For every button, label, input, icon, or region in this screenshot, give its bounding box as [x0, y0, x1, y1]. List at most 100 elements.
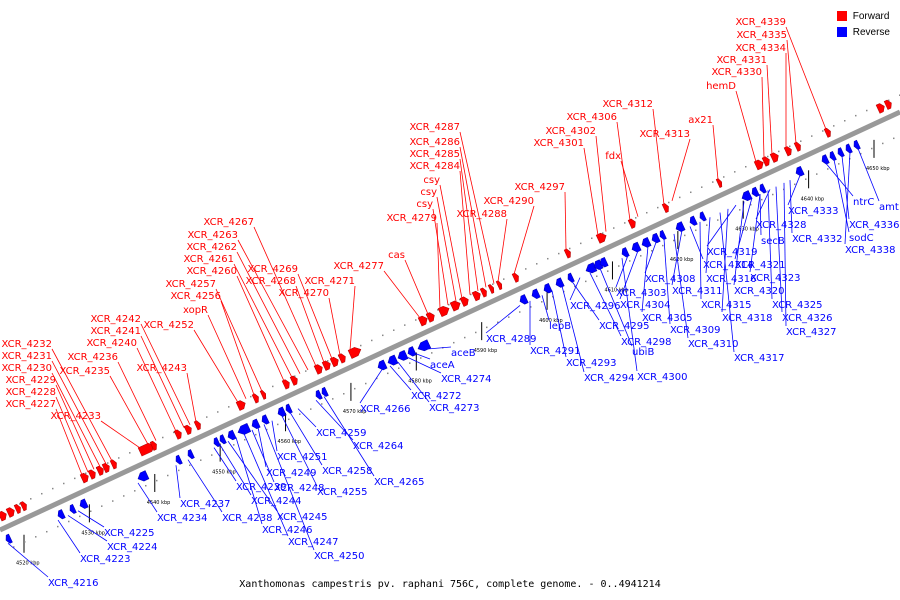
forward-gene-arrow[interactable] [511, 272, 520, 283]
forward-gene-arrow[interactable] [109, 459, 118, 470]
reverse-gene-label[interactable]: XCR_4225 [104, 528, 155, 539]
forward-gene-label[interactable]: XCR_4243 [136, 363, 187, 374]
reverse-gene-label[interactable]: XCR_4223 [80, 554, 131, 565]
forward-gene-label[interactable]: XCR_4284 [409, 161, 460, 172]
reverse-gene-label[interactable]: XCR_4304 [620, 300, 671, 311]
forward-gene-arrow[interactable] [459, 295, 470, 307]
reverse-gene-label[interactable]: XCR_4259 [316, 428, 367, 439]
reverse-gene-label[interactable]: XCR_4317 [734, 353, 785, 364]
reverse-gene-arrow[interactable] [284, 403, 293, 414]
reverse-gene-label[interactable]: XCR_4291 [530, 346, 581, 357]
reverse-gene-label[interactable]: XCR_4333 [788, 206, 839, 217]
reverse-gene-label[interactable]: sodC [849, 233, 874, 244]
forward-gene-label[interactable]: XCR_4334 [735, 43, 786, 54]
forward-gene-arrow[interactable] [259, 390, 267, 400]
reverse-gene-label[interactable]: XCR_4258 [322, 466, 373, 477]
forward-gene-label[interactable]: XCR_4262 [186, 242, 237, 253]
reverse-gene-arrow[interactable] [530, 288, 541, 300]
reverse-gene-arrow[interactable] [314, 389, 323, 400]
reverse-gene-label[interactable]: XCR_4273 [429, 403, 480, 414]
reverse-gene-label[interactable]: XCR_4274 [441, 374, 492, 385]
reverse-gene-arrow[interactable] [406, 346, 417, 357]
reverse-gene-label[interactable]: XCR_4336 [849, 220, 900, 231]
reverse-gene-label[interactable]: XCR_4308 [645, 274, 696, 285]
reverse-gene-arrow[interactable] [416, 339, 432, 353]
reverse-gene-label[interactable]: XCR_4325 [772, 300, 823, 311]
reverse-gene-arrow[interactable] [620, 247, 630, 259]
reverse-gene-label[interactable]: XCR_4216 [48, 578, 99, 589]
reverse-gene-arrow[interactable] [136, 470, 150, 483]
reverse-gene-arrow[interactable] [630, 241, 642, 254]
forward-gene-arrow[interactable] [289, 375, 299, 386]
forward-gene-arrow[interactable] [321, 359, 332, 371]
reverse-gene-label[interactable]: XCR_4265 [374, 477, 425, 488]
reverse-gene-label[interactable]: XCR_4266 [360, 404, 411, 415]
forward-gene-arrow[interactable] [251, 393, 260, 404]
forward-gene-arrow[interactable] [149, 440, 158, 451]
reverse-gene-label[interactable]: XCR_4239 [236, 482, 287, 493]
forward-gene-label[interactable]: XCR_4286 [409, 137, 460, 148]
reverse-gene-arrow[interactable] [218, 434, 227, 445]
reverse-gene-arrow[interactable] [740, 190, 753, 203]
forward-gene-label[interactable]: fdx [605, 151, 621, 162]
forward-gene-arrow[interactable] [13, 503, 22, 514]
forward-gene-label[interactable]: XCR_4228 [5, 387, 56, 398]
reverse-gene-label[interactable]: XCR_4310 [688, 339, 739, 350]
forward-gene-arrow[interactable] [471, 290, 482, 302]
forward-gene-label[interactable]: cas [388, 250, 405, 261]
reverse-gene-arrow[interactable] [836, 147, 845, 158]
reverse-gene-label[interactable]: XCR_4332 [792, 234, 843, 245]
forward-gene-label[interactable]: XCR_4267 [203, 217, 254, 228]
forward-gene-arrow[interactable] [783, 145, 793, 157]
forward-gene-arrow[interactable] [417, 314, 429, 327]
reverse-gene-arrow[interactable] [56, 509, 66, 520]
reverse-gene-label[interactable]: XCR_4298 [621, 337, 672, 348]
forward-gene-label[interactable]: XCR_4233 [50, 411, 101, 422]
forward-gene-label[interactable]: XCR_4301 [533, 138, 584, 149]
forward-gene-arrow[interactable] [193, 420, 202, 431]
reverse-gene-arrow[interactable] [688, 215, 698, 227]
reverse-gene-label[interactable]: XCR_4326 [782, 313, 833, 324]
forward-gene-label[interactable]: XCR_4270 [278, 288, 329, 299]
forward-gene-label[interactable]: XCR_4269 [247, 264, 298, 275]
forward-gene-arrow[interactable] [281, 378, 291, 390]
forward-gene-label[interactable]: XCR_4256 [170, 291, 221, 302]
reverse-gene-arrow[interactable] [698, 211, 707, 222]
reverse-gene-arrow[interactable] [396, 349, 409, 362]
reverse-gene-label[interactable]: XCR_4318 [722, 313, 773, 324]
forward-gene-label[interactable]: XCR_4232 [1, 339, 52, 350]
reverse-gene-arrow[interactable] [276, 406, 287, 418]
reverse-gene-arrow[interactable] [386, 354, 399, 367]
reverse-gene-arrow[interactable] [4, 533, 13, 544]
reverse-gene-label[interactable]: XCR_4311 [672, 286, 723, 297]
reverse-gene-label[interactable]: XCR_4314 [703, 260, 754, 271]
forward-gene-label[interactable]: XCR_4235 [59, 366, 110, 377]
reverse-gene-arrow[interactable] [320, 386, 329, 397]
forward-gene-arrow[interactable] [793, 141, 802, 152]
reverse-gene-arrow[interactable] [844, 143, 853, 154]
reverse-gene-arrow[interactable] [794, 165, 805, 177]
forward-gene-arrow[interactable] [183, 424, 193, 436]
forward-gene-arrow[interactable] [627, 218, 637, 229]
reverse-gene-label[interactable]: amt [879, 202, 899, 213]
forward-gene-label[interactable]: XCR_4229 [5, 375, 56, 386]
reverse-gene-label[interactable]: XCR_4272 [411, 391, 462, 402]
forward-gene-arrow[interactable] [437, 304, 451, 318]
reverse-gene-label[interactable]: XCR_4251 [277, 452, 328, 463]
reverse-gene-arrow[interactable] [650, 232, 661, 244]
reverse-gene-arrow[interactable] [758, 183, 767, 194]
reverse-gene-arrow[interactable] [212, 437, 221, 448]
forward-gene-label[interactable]: csy [416, 199, 433, 210]
reverse-gene-label[interactable]: XCR_4321 [735, 260, 786, 271]
forward-gene-arrow[interactable] [479, 287, 488, 298]
reverse-gene-label[interactable]: XCR_4300 [637, 372, 688, 383]
forward-gene-arrow[interactable] [79, 472, 90, 484]
reverse-gene-arrow[interactable] [376, 359, 388, 372]
reverse-gene-label[interactable]: XCR_4244 [251, 496, 302, 507]
forward-gene-arrow[interactable] [495, 280, 503, 291]
forward-gene-label[interactable]: XCR_4230 [1, 363, 52, 374]
forward-gene-label[interactable]: XCR_4335 [736, 30, 787, 41]
forward-gene-label[interactable]: XCR_4287 [409, 122, 460, 133]
reverse-gene-label[interactable]: XCR_4234 [157, 513, 208, 524]
forward-gene-label[interactable]: XCR_4331 [716, 55, 767, 66]
